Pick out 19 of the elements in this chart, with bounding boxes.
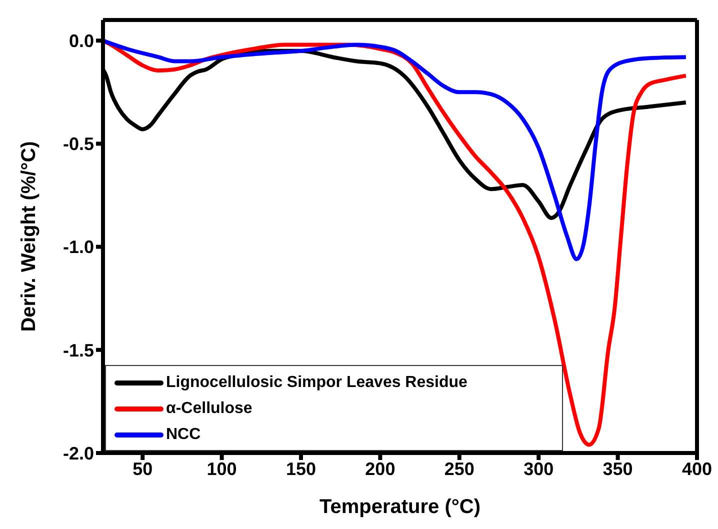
line-series: [103, 38, 688, 262]
x-tick-label: 300: [524, 458, 554, 479]
y-axis-title: Deriv. Weight (%/°C): [18, 141, 40, 332]
y-tick-label: -1.5: [62, 340, 94, 360]
x-axis-title: Temperature (°C): [320, 496, 480, 518]
x-tick-label: 50: [132, 458, 153, 479]
x-tick-label: 100: [206, 458, 237, 479]
legend-label: NCC: [166, 426, 201, 444]
y-tick-label: 0.0: [68, 31, 94, 52]
legend-label: Lignocellulosic Simpor Leaves Residue: [166, 374, 468, 392]
y-tick-label: -0.5: [62, 134, 94, 154]
y-tick-label: -1.0: [62, 237, 94, 258]
x-tick-label: 400: [682, 458, 712, 479]
legend-label: α-Cellulose: [166, 400, 252, 418]
x-tick-label: 350: [602, 458, 633, 479]
y-tick-label: -2.0: [62, 443, 94, 464]
x-tick-label: 200: [365, 458, 396, 479]
x-tick-label: 250: [444, 458, 474, 479]
x-tick-label: 150: [286, 458, 316, 479]
